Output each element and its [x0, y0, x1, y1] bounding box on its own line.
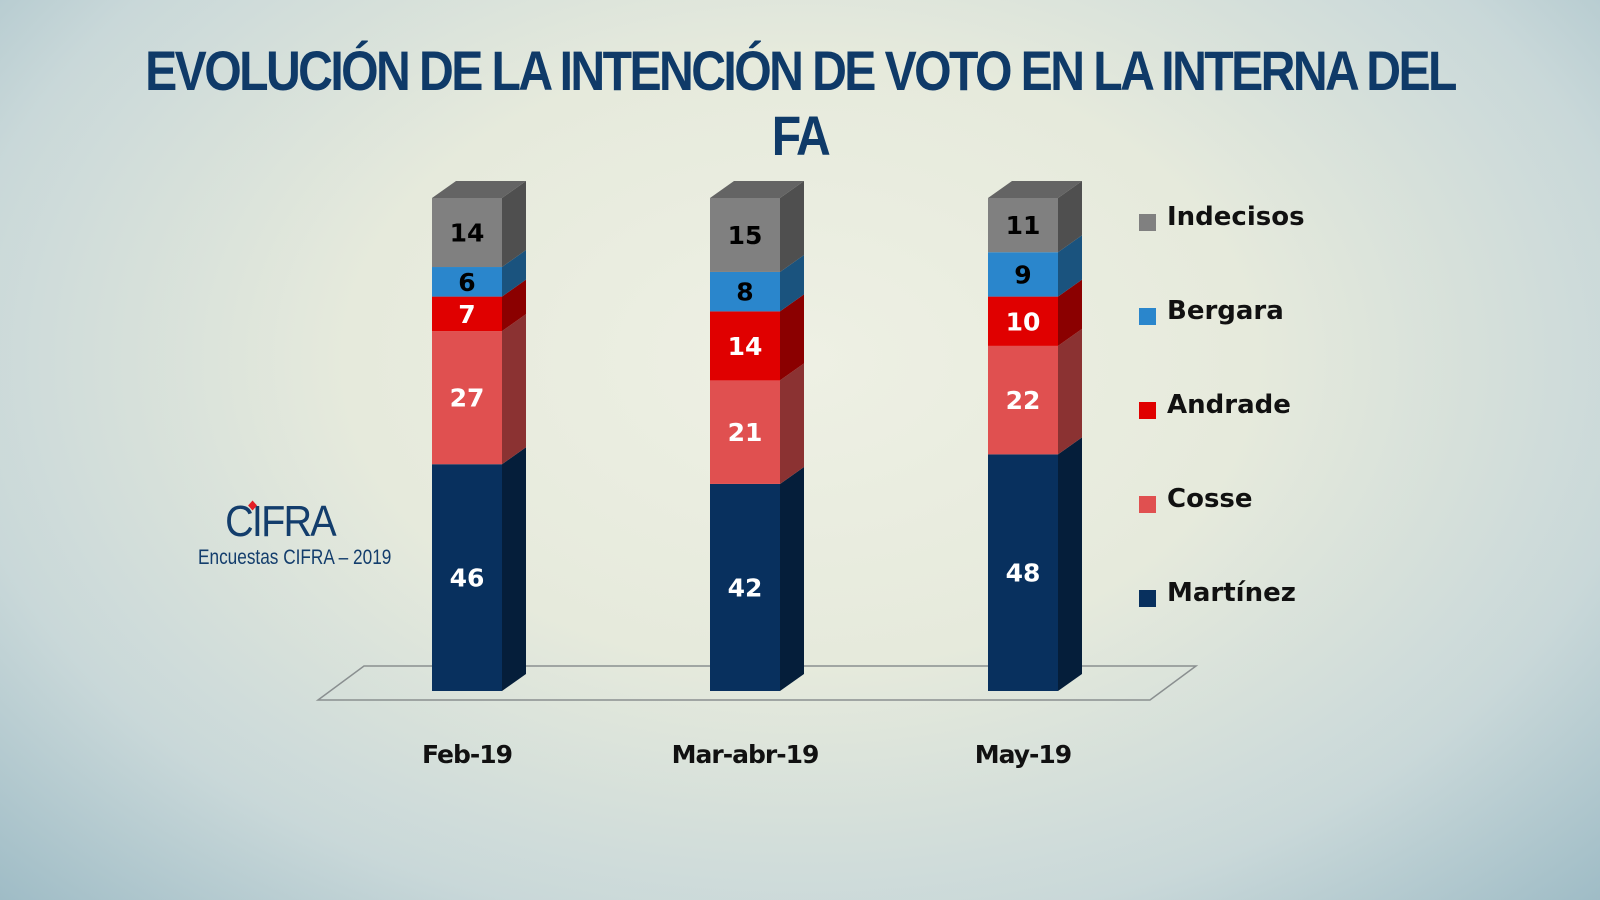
legend-swatch-cosse: [1139, 496, 1156, 513]
legend-swatch-andrade: [1139, 402, 1156, 419]
chart-title: EVOLUCIÓN DE LA INTENCIÓN DE VOTO EN LA …: [145, 39, 1457, 167]
bar-segment-bergara: [988, 252, 1058, 297]
bar-segment-side: [1058, 235, 1082, 297]
data-label: 6: [458, 268, 475, 297]
legend-swatch-bergara: [1139, 308, 1156, 325]
bar-segment-side: [502, 250, 526, 297]
data-label: 11: [1006, 211, 1041, 240]
legend-swatch-martinez: [1139, 590, 1156, 607]
bar-segment-cosse: [432, 331, 502, 465]
bar-segment-indecisos: [710, 198, 780, 272]
bar-segment-side: [1058, 328, 1082, 455]
x-tick-label: Feb-19: [421, 740, 513, 769]
bars-group: 46 27 7 6 14 42 21 14 8 15 48 22 10 9 11: [432, 181, 1082, 691]
data-label: 7: [458, 300, 475, 329]
data-label: 21: [728, 418, 763, 447]
bar-segment-indecisos: [432, 198, 502, 268]
bar-segment-side: [1058, 181, 1082, 253]
cifra-logo-mark: CIFRA: [225, 497, 337, 546]
bar-segment-side: [1058, 437, 1082, 691]
bar-segment-side: [502, 279, 526, 332]
bar-top-face: [432, 181, 526, 198]
data-label: 15: [728, 221, 763, 250]
logo-subtitle: Encuestas CIFRA – 2019: [198, 546, 392, 569]
x-tick-label: May-19: [974, 740, 1072, 769]
bar-segment-martnez: [710, 483, 780, 691]
data-label: 46: [450, 564, 485, 593]
bar-segment-side: [502, 314, 526, 465]
data-label: 14: [728, 332, 763, 361]
data-label: 22: [1006, 386, 1041, 415]
bar-segment-side: [502, 181, 526, 268]
data-label: 9: [1014, 260, 1031, 289]
data-label: 10: [1006, 307, 1041, 336]
x-tick-label: Mar-abr-19: [671, 740, 820, 769]
bar-segment-side: [780, 254, 804, 312]
legend-label: Martínez: [1167, 578, 1296, 608]
data-label: 14: [450, 219, 485, 248]
bar-segment-bergara: [432, 267, 502, 297]
legend-label: Bergara: [1167, 296, 1284, 326]
bar-segment-martnez: [988, 454, 1058, 691]
data-label: 8: [736, 278, 753, 307]
bar-segment-side: [1058, 279, 1082, 346]
bar-stack: 46 27 7 6 14: [432, 181, 526, 691]
data-label: 48: [1006, 559, 1041, 588]
bar-segment-cosse: [710, 380, 780, 484]
bar-top-face: [988, 181, 1082, 198]
chart-floor: [315, 665, 1199, 701]
bar-segment-side: [780, 363, 804, 484]
bar-segment-side: [780, 466, 804, 691]
bar-segment-side: [780, 181, 804, 272]
bar-segment-cosse: [988, 345, 1058, 455]
bar-top-face: [710, 181, 804, 198]
logo-mark-text: CIFRA: [225, 497, 337, 546]
bar-segment-indecisos: [988, 198, 1058, 253]
bar-segment-side: [502, 447, 526, 691]
bar-segment-bergara: [710, 271, 780, 312]
data-label: 27: [450, 384, 485, 413]
legend-label: Indecisos: [1167, 202, 1305, 232]
bar-segment-martnez: [432, 464, 502, 691]
bar-stack: 48 22 10 9 11: [988, 181, 1082, 691]
bar-segment-side: [780, 294, 804, 381]
legend-label: Cosse: [1167, 484, 1253, 514]
data-label: 42: [728, 573, 763, 602]
cifra-logo: CIFRA Encuestas CIFRA – 2019: [180, 497, 392, 570]
legend-label: Andrade: [1167, 390, 1291, 420]
bar-segment-andrade: [710, 311, 780, 381]
bar-stack: 42 21 14 8 15: [710, 181, 804, 691]
bar-segment-andrade: [432, 296, 502, 332]
legend-swatch-indecisos: [1139, 214, 1156, 231]
bar-segment-andrade: [988, 296, 1058, 346]
